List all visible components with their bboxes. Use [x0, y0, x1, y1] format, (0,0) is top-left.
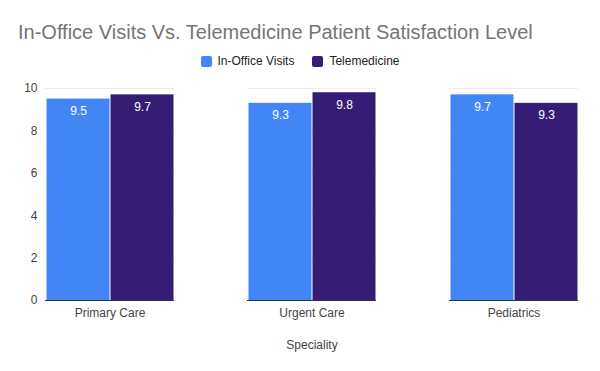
svg-text:9.5: 9.5: [70, 104, 87, 118]
svg-text:2: 2: [31, 251, 38, 265]
html-text:In-Office Visits Vs. Telemedic: In-Office Visits Vs. Telemedicine Patien…: [18, 21, 533, 43]
svg-text:9.3: 9.3: [538, 108, 555, 122]
svg-text:6: 6: [31, 166, 38, 180]
html-text:Telemedicine: Telemedicine: [329, 54, 400, 68]
svg-text:10: 10: [24, 81, 38, 95]
svg-text:Urgent Care: Urgent Care: [279, 306, 345, 320]
html-text:In-Office Visits: In-Office Visits: [217, 54, 295, 68]
svg-text:9.8: 9.8: [336, 98, 353, 112]
svg-text:Speciality: Speciality: [286, 338, 337, 352]
svg-text:Pediatrics: Pediatrics: [488, 306, 541, 320]
svg-text:9.7: 9.7: [474, 100, 491, 114]
svg-text:4: 4: [31, 209, 38, 223]
svg-text:9.3: 9.3: [272, 108, 289, 122]
svg-text:8: 8: [31, 124, 38, 138]
svg-text:Primary Care: Primary Care: [75, 306, 146, 320]
svg-text:9.7: 9.7: [134, 100, 151, 114]
svg-text:0: 0: [31, 293, 38, 307]
